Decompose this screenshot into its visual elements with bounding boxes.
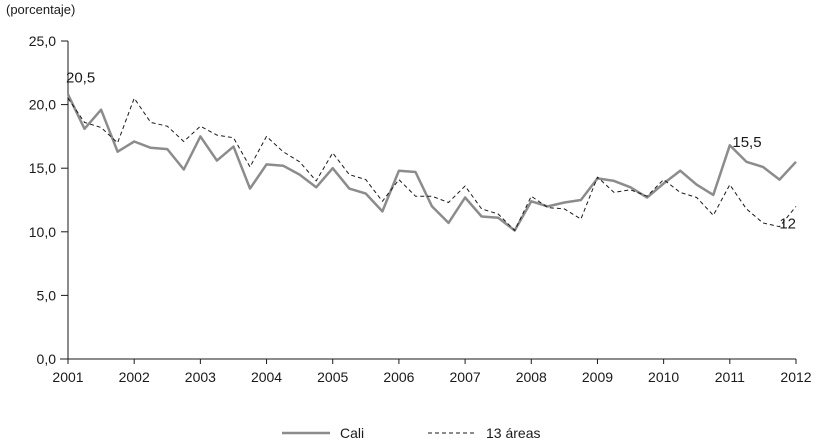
y-tick-label: 10,0	[29, 224, 56, 240]
y-tick-label: 15,0	[29, 160, 56, 176]
x-tick-label: 2012	[780, 369, 811, 385]
axes: 0,0 5,0 10,0 15,0 20,0 25,0 2001 2002 2003 2004 20…	[29, 33, 812, 385]
data-label: 15,5	[732, 134, 761, 151]
series-line-cali	[66, 93, 797, 232]
x-tick-label: 2005	[317, 369, 348, 385]
x-tick-label: 2001	[52, 369, 83, 385]
y-tick-label: 0,0	[37, 351, 57, 367]
series-layer	[66, 93, 797, 232]
y-tick-label: 25,0	[29, 33, 56, 49]
x-tick-label: 2009	[582, 369, 613, 385]
x-tick-label: 2006	[383, 369, 414, 385]
series-line-13-areas	[67, 97, 797, 231]
x-tick-label: 2011	[715, 369, 745, 385]
annotation-layer: 20,5 15,5 12	[66, 69, 796, 232]
legend: Cali 13 áreas	[282, 425, 540, 441]
y-tick-label: 20,0	[29, 97, 56, 113]
legend-label: 13 áreas	[486, 425, 540, 441]
y-tick-label: 5,0	[37, 287, 57, 303]
x-tick-label: 2007	[450, 369, 481, 385]
x-tick-label: 2010	[648, 369, 679, 385]
x-tick-label: 2004	[251, 369, 282, 385]
x-tick-label: 2002	[119, 369, 150, 385]
y-axis-unit-label: (porcentaje)	[6, 2, 75, 17]
legend-label: Cali	[340, 425, 364, 441]
x-tick-label: 2008	[516, 369, 547, 385]
data-label: 20,5	[66, 69, 95, 86]
x-tick-label: 2003	[185, 369, 216, 385]
data-label: 12	[779, 215, 796, 232]
